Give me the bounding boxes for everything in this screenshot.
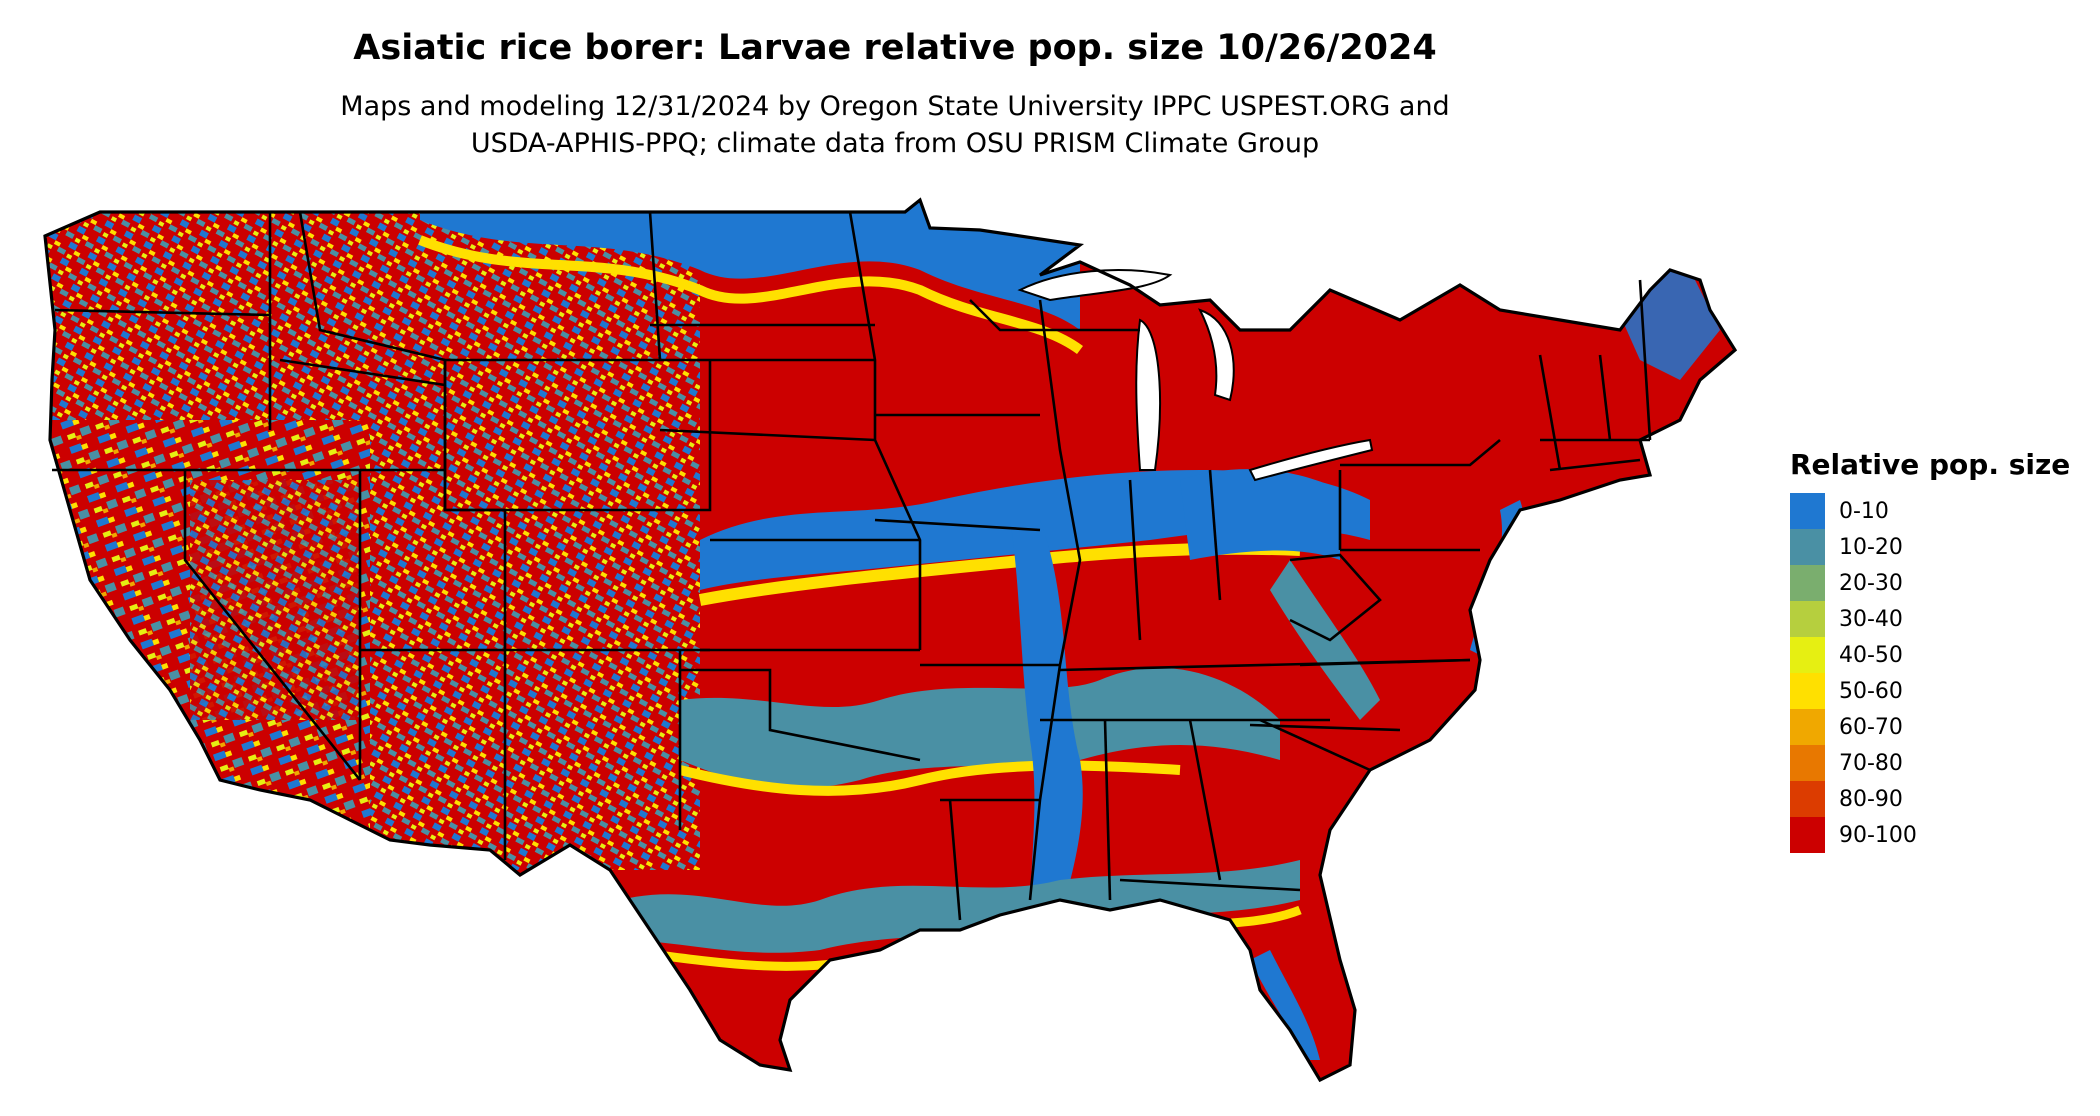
legend-swatch — [1790, 637, 1825, 673]
lake-michigan — [1135, 318, 1161, 471]
legend-item: 70-80 — [1790, 745, 2070, 781]
state-line-dakotas — [648, 211, 875, 362]
raster-north-band — [420, 200, 1080, 330]
map-subtitle: Maps and modeling 12/31/2024 by Oregon S… — [0, 88, 1790, 162]
state-line-al-ga — [1188, 719, 1222, 881]
legend-items: 0-10 10-20 20-30 30-40 40-50 50-60 60-70 70-80 8… — [1790, 493, 2070, 853]
legend-label: 90-100 — [1839, 822, 1917, 848]
legend-label: 20-30 — [1839, 570, 1903, 596]
legend-label: 50-60 — [1839, 678, 1903, 704]
legend-swatch — [1790, 817, 1825, 853]
legend-label: 80-90 — [1839, 786, 1903, 812]
state-line-ok-tx — [680, 668, 921, 762]
state-line-nc-sc — [1249, 723, 1401, 732]
subtitle-line-2: USDA-APHIS-PPQ; climate data from OSU PR… — [470, 128, 1320, 159]
legend-label: 0-10 — [1839, 498, 1889, 524]
legend-label: 60-70 — [1839, 714, 1903, 740]
legend-item: 40-50 — [1790, 637, 2070, 673]
legend-item: 20-30 — [1790, 565, 2070, 601]
state-line-pa-ny — [1340, 439, 1501, 467]
state-line-ma-ct — [1549, 458, 1641, 472]
lake-superior — [1017, 269, 1173, 302]
legend-item: 90-100 — [1790, 817, 2070, 853]
state-boundaries — [43, 198, 1737, 1082]
raster-florida-blue — [1250, 950, 1320, 1060]
state-line-in-oh — [1208, 469, 1222, 601]
state-line-mississippi-river — [1028, 299, 1082, 901]
legend-item: 50-60 — [1790, 673, 2070, 709]
raster-ohio-blue — [1180, 469, 1340, 560]
state-line-ny-new-england — [1538, 354, 1562, 471]
state-line-il-in — [1128, 479, 1142, 641]
raster-appalachian-band — [1270, 560, 1380, 720]
lake-erie — [1248, 438, 1374, 482]
legend-swatch — [1790, 565, 1825, 601]
legend-label: 30-40 — [1839, 606, 1903, 632]
raster-north-band-edge — [418, 235, 1083, 355]
raster-south-band — [680, 667, 1280, 789]
legend-swatch — [1790, 493, 1825, 529]
lake-huron — [1198, 308, 1235, 402]
legend-swatch — [1790, 673, 1825, 709]
legend-swatch — [1790, 529, 1825, 565]
map-title: Asiatic rice borer: Larvae relative pop.… — [353, 28, 1437, 68]
state-line-id-mt — [298, 211, 446, 362]
legend-label: 10-20 — [1839, 534, 1903, 560]
legend-swatch — [1790, 781, 1825, 817]
population-raster — [45, 200, 1735, 1080]
state-line-mn-west — [848, 211, 922, 650]
us-population-map — [43, 198, 1737, 1082]
legend-swatch — [1790, 601, 1825, 637]
state-line-wv — [1289, 553, 1382, 642]
state-line-wy — [443, 360, 712, 512]
state-line-wa-or — [54, 308, 271, 317]
map-legend: Relative pop. size 0-10 10-20 20-30 30-40 40… — [1790, 448, 2070, 853]
legend-title: Relative pop. size — [1790, 448, 2071, 481]
state-line-fl-north — [1119, 878, 1301, 892]
state-line-ia-mo — [874, 518, 1041, 532]
legend-swatch — [1790, 745, 1825, 781]
state-line-va-nc — [1299, 658, 1471, 667]
state-line-ms-al — [1103, 719, 1112, 901]
state-line-nh-me — [1638, 279, 1652, 441]
state-line-wi-mi — [969, 299, 1140, 332]
subtitle-line-1: Maps and modeling 12/31/2024 by Oregon S… — [340, 91, 1450, 122]
state-line-sd-ne — [659, 428, 876, 442]
state-line-ca-nv — [183, 470, 362, 781]
legend-label: 70-80 — [1839, 750, 1903, 776]
legend-item: 30-40 — [1790, 601, 2070, 637]
state-line-la-tx — [948, 799, 962, 921]
legend-item: 60-70 — [1790, 709, 2070, 745]
legend-item: 10-20 — [1790, 529, 2070, 565]
state-line-vt-nh — [1598, 354, 1612, 441]
legend-item: 0-10 — [1790, 493, 2070, 529]
legend-item: 80-90 — [1790, 781, 2070, 817]
raster-south-band-edge — [678, 760, 1181, 796]
legend-label: 40-50 — [1839, 642, 1903, 668]
state-line-ga-sc — [1259, 718, 1371, 772]
great-lakes — [1017, 269, 1374, 482]
legend-swatch — [1790, 709, 1825, 745]
